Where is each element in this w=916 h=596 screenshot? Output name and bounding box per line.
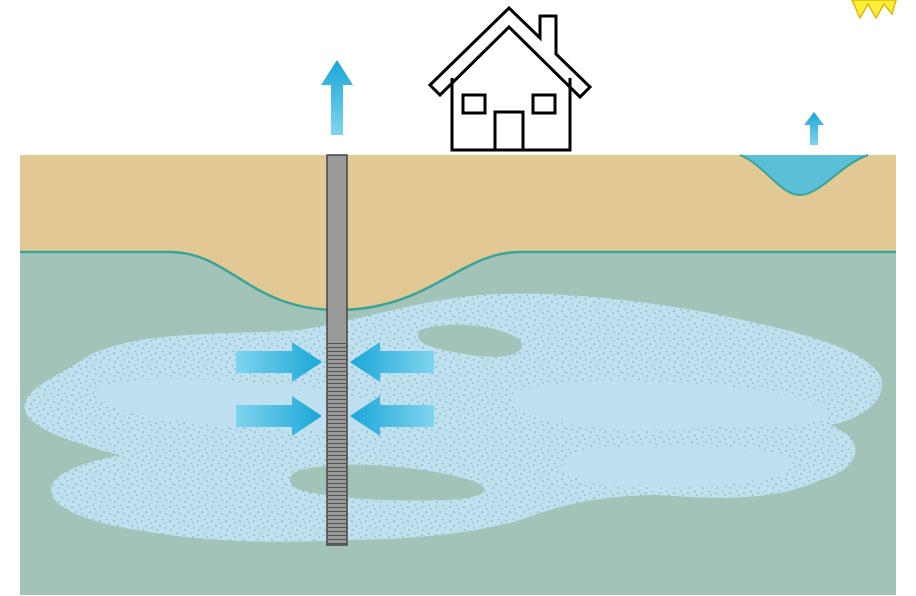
water-pocket xyxy=(561,445,792,488)
inflow-arrows xyxy=(236,342,434,436)
well-screen xyxy=(328,340,346,544)
pumping-arrow xyxy=(321,60,353,135)
stream xyxy=(740,155,868,195)
stream-arrow xyxy=(804,112,824,145)
stream-bed xyxy=(739,154,869,197)
sun xyxy=(851,0,897,20)
unsaturated-zone xyxy=(20,155,896,310)
clay-lens xyxy=(418,324,522,357)
house xyxy=(427,5,593,152)
water-pocket xyxy=(511,380,827,431)
